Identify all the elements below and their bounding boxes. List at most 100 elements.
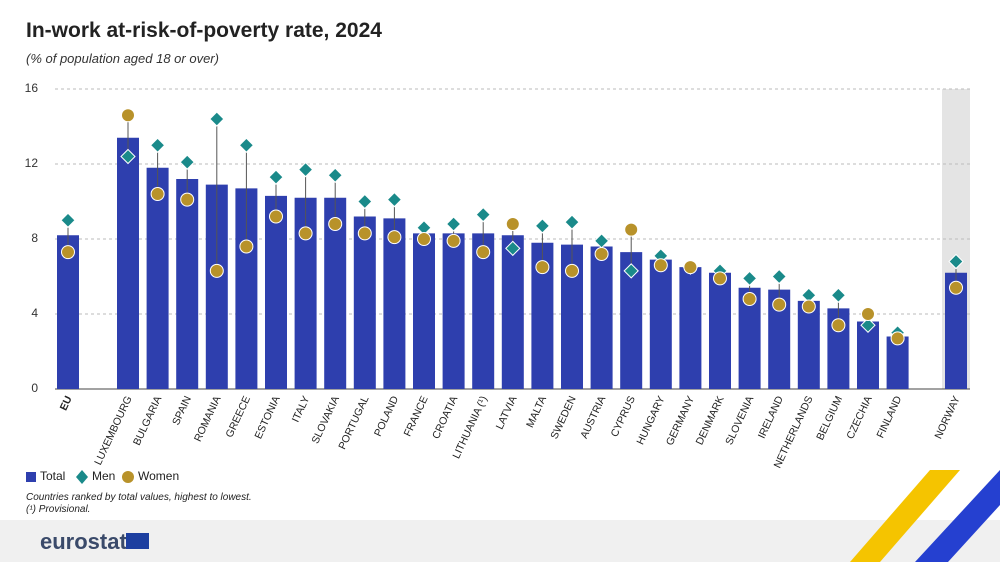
women-marker xyxy=(890,331,905,346)
x-tick-label: POLAND xyxy=(372,394,401,439)
men-marker xyxy=(534,218,551,234)
x-tick-label: FRANCE xyxy=(402,394,431,438)
x-tick-label: SWEDEN xyxy=(548,394,578,441)
x-tick-label: CZECHIA xyxy=(844,394,874,441)
bar xyxy=(472,233,495,389)
bar xyxy=(679,267,702,389)
women-marker xyxy=(446,233,461,248)
y-tick-label: 12 xyxy=(25,156,39,170)
women-marker xyxy=(150,187,165,201)
bar xyxy=(442,233,465,389)
bar xyxy=(324,197,347,389)
x-tick-label: ESTONIA xyxy=(252,394,282,441)
x-tick-label: BELGIUM xyxy=(814,394,845,442)
women-marker xyxy=(387,230,402,245)
x-tick-label: SLOVENIA xyxy=(723,394,756,447)
women-marker xyxy=(535,260,550,275)
men-marker xyxy=(60,212,76,228)
women-marker xyxy=(505,217,520,231)
women-marker xyxy=(209,263,224,278)
women-marker xyxy=(328,217,343,231)
x-tick-label: IRELAND xyxy=(756,394,786,441)
logo: eurostat xyxy=(40,529,127,554)
women-marker xyxy=(772,297,787,312)
women-marker xyxy=(949,280,963,295)
legend-label: Women xyxy=(138,469,179,483)
women-marker xyxy=(861,307,875,321)
women-marker xyxy=(61,245,75,260)
footer-band xyxy=(0,520,1000,562)
bar xyxy=(235,188,258,389)
bar xyxy=(205,184,228,389)
y-tick-label: 8 xyxy=(31,231,38,245)
y-tick-label: 4 xyxy=(31,306,38,320)
men-marker xyxy=(564,214,580,230)
x-tick-label: GERMANY xyxy=(664,394,697,447)
women-marker xyxy=(269,209,283,224)
x-tick-label: SLOVAKIA xyxy=(309,394,342,445)
men-marker xyxy=(771,268,787,285)
women-marker xyxy=(417,232,431,246)
legend-label: Total xyxy=(40,469,65,483)
women-marker xyxy=(357,226,372,241)
note: Countries ranked by total values, highes… xyxy=(26,492,252,503)
y-tick-label: 0 xyxy=(31,381,38,395)
bar xyxy=(561,244,583,389)
bar xyxy=(413,233,435,389)
x-tick-label: GREECE xyxy=(224,394,254,439)
bar xyxy=(590,246,613,389)
men-marker xyxy=(475,206,491,223)
women-marker xyxy=(713,271,727,286)
bar xyxy=(501,235,524,389)
men-marker xyxy=(238,137,255,153)
men-marker xyxy=(179,154,195,170)
women-marker xyxy=(121,108,135,123)
men-marker xyxy=(505,240,521,257)
x-tick-label: DENMARK xyxy=(694,394,727,447)
eu-flag xyxy=(126,533,149,549)
x-tick-label: SPAIN xyxy=(170,394,194,427)
women-marker xyxy=(831,318,846,333)
decor-yellow xyxy=(850,470,960,562)
x-tick-label: ROMANIA xyxy=(192,394,224,443)
chart-title: In-work at-risk-of-poverty rate, 2024 xyxy=(26,19,382,42)
x-tick-label: FINLAND xyxy=(874,394,904,440)
women-marker xyxy=(565,263,579,278)
bar xyxy=(57,235,79,389)
note: (¹) Provisional. xyxy=(26,504,90,515)
bar xyxy=(383,218,406,389)
men-marker xyxy=(297,161,314,178)
men-marker xyxy=(268,169,284,185)
bar xyxy=(738,287,761,389)
y-tick-label: 16 xyxy=(25,81,39,95)
x-tick-label: CYPRUS xyxy=(609,394,638,439)
women-marker xyxy=(298,226,313,241)
x-tick-label: CROATIA xyxy=(430,394,460,441)
decor-blue xyxy=(915,470,1000,562)
x-tick-label: PORTUGAL xyxy=(336,394,371,451)
legend-swatch xyxy=(26,472,36,482)
bar xyxy=(857,321,879,389)
bar xyxy=(797,300,820,389)
bar xyxy=(649,259,672,389)
x-tick-label: ITALY xyxy=(290,394,313,424)
bar xyxy=(353,216,376,389)
men-marker xyxy=(149,137,166,153)
x-tick-label: NORWAY xyxy=(932,394,962,441)
men-marker xyxy=(386,191,403,208)
bar xyxy=(620,252,643,389)
men-marker xyxy=(593,233,610,249)
women-marker xyxy=(653,258,668,273)
men-marker xyxy=(209,111,225,127)
bar xyxy=(146,167,169,389)
bar xyxy=(768,289,791,389)
women-marker xyxy=(180,192,195,207)
bar xyxy=(886,336,909,389)
women-marker xyxy=(594,247,609,261)
men-marker xyxy=(860,317,876,333)
x-tick-label: BULGARIA xyxy=(131,394,164,447)
bar xyxy=(531,242,554,389)
women-marker xyxy=(801,299,816,314)
bar xyxy=(117,137,139,389)
